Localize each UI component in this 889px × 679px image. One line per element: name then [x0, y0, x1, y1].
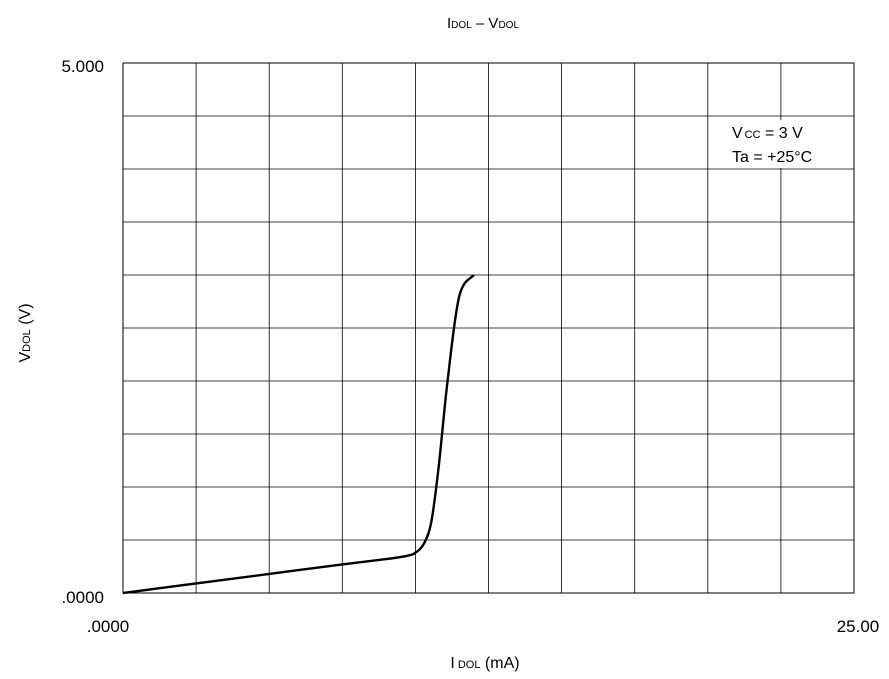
x-tick-label-left: .0000 — [87, 617, 130, 636]
x-tick-label-right: 25.00 — [837, 617, 880, 636]
annotation-vcc: V CC = 3 V — [732, 125, 803, 142]
annotation-temperature: Ta = +25°C — [732, 149, 812, 166]
chart-title: IDOL – VDOL — [447, 15, 519, 32]
y-axis-label: VDOL (V) — [17, 303, 34, 362]
y-tick-label-bottom: .0000 — [61, 588, 104, 607]
grid-lines — [123, 63, 854, 593]
annotation-background — [728, 120, 846, 168]
series-layer — [122, 274, 475, 595]
y-tick-label-top: 5.000 — [61, 57, 104, 76]
annotation-box: V CC = 3 V Ta = +25°C — [732, 125, 812, 166]
x-axis-label: I DOL (mA) — [450, 655, 519, 672]
series-line-0 — [122, 274, 475, 595]
